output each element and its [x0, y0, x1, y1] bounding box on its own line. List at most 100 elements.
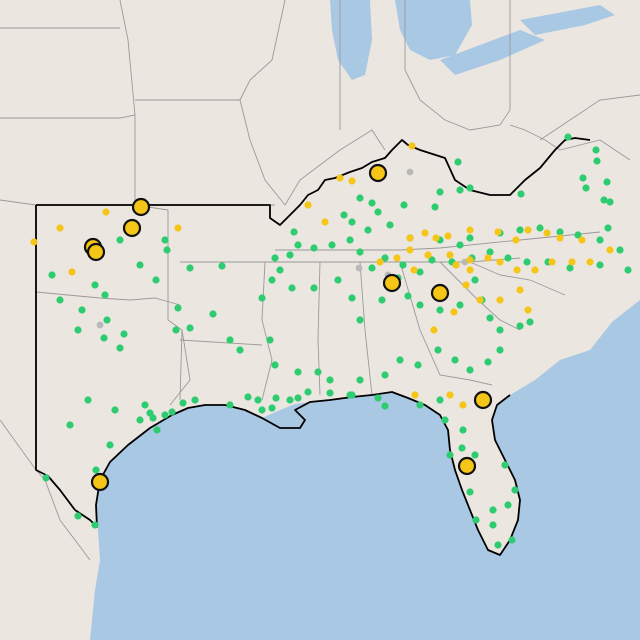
yellow-marker[interactable] — [496, 296, 504, 304]
green-marker[interactable] — [579, 174, 587, 182]
green-marker[interactable] — [364, 226, 372, 234]
green-marker[interactable] — [456, 186, 464, 194]
green-marker[interactable] — [356, 316, 364, 324]
green-marker[interactable] — [504, 501, 512, 509]
yellow-marker[interactable] — [446, 251, 454, 259]
green-marker[interactable] — [236, 346, 244, 354]
yellow-large-marker[interactable] — [430, 283, 450, 303]
green-marker[interactable] — [504, 254, 512, 262]
yellow-marker[interactable] — [424, 251, 432, 259]
green-marker[interactable] — [218, 262, 226, 270]
green-marker[interactable] — [334, 276, 342, 284]
yellow-large-marker[interactable] — [86, 242, 106, 262]
yellow-marker[interactable] — [466, 226, 474, 234]
green-marker[interactable] — [484, 358, 492, 366]
green-marker[interactable] — [254, 396, 262, 404]
green-marker[interactable] — [103, 316, 111, 324]
green-marker[interactable] — [271, 361, 279, 369]
yellow-marker[interactable] — [466, 256, 474, 264]
green-marker[interactable] — [616, 246, 624, 254]
yellow-marker[interactable] — [56, 224, 64, 232]
green-marker[interactable] — [116, 344, 124, 352]
green-marker[interactable] — [456, 241, 464, 249]
green-marker[interactable] — [466, 184, 474, 192]
yellow-marker[interactable] — [516, 286, 524, 294]
green-marker[interactable] — [600, 196, 608, 204]
yellow-marker[interactable] — [450, 308, 458, 316]
green-marker[interactable] — [516, 322, 524, 330]
yellow-marker[interactable] — [174, 224, 182, 232]
green-marker[interactable] — [526, 318, 534, 326]
green-marker[interactable] — [436, 396, 444, 404]
green-marker[interactable] — [399, 261, 407, 269]
yellow-marker[interactable] — [432, 234, 440, 242]
green-marker[interactable] — [368, 199, 376, 207]
green-marker[interactable] — [294, 394, 302, 402]
green-marker[interactable] — [209, 310, 217, 318]
green-marker[interactable] — [356, 376, 364, 384]
green-marker[interactable] — [356, 248, 364, 256]
green-marker[interactable] — [266, 336, 274, 344]
green-marker[interactable] — [276, 266, 284, 274]
yellow-marker[interactable] — [410, 266, 418, 274]
green-marker[interactable] — [471, 276, 479, 284]
green-marker[interactable] — [436, 306, 444, 314]
green-marker[interactable] — [149, 414, 157, 422]
green-marker[interactable] — [416, 268, 424, 276]
green-marker[interactable] — [91, 521, 99, 529]
green-marker[interactable] — [564, 133, 572, 141]
green-marker[interactable] — [91, 281, 99, 289]
yellow-marker[interactable] — [524, 226, 532, 234]
green-marker[interactable] — [174, 304, 182, 312]
green-marker[interactable] — [141, 401, 149, 409]
green-marker[interactable] — [466, 488, 474, 496]
green-marker[interactable] — [378, 296, 386, 304]
green-marker[interactable] — [92, 466, 100, 474]
green-marker[interactable] — [186, 264, 194, 272]
green-marker[interactable] — [356, 194, 364, 202]
green-marker[interactable] — [101, 291, 109, 299]
yellow-marker[interactable] — [406, 234, 414, 242]
green-marker[interactable] — [226, 401, 234, 409]
yellow-marker[interactable] — [496, 258, 504, 266]
yellow-marker[interactable] — [462, 281, 470, 289]
yellow-marker[interactable] — [556, 234, 564, 242]
green-marker[interactable] — [396, 356, 404, 364]
green-marker[interactable] — [486, 248, 494, 256]
green-marker[interactable] — [454, 158, 462, 166]
yellow-marker[interactable] — [459, 401, 467, 409]
green-marker[interactable] — [582, 184, 590, 192]
yellow-large-marker[interactable] — [457, 456, 477, 476]
green-marker[interactable] — [74, 512, 82, 520]
yellow-marker[interactable] — [512, 236, 520, 244]
gray-marker[interactable] — [355, 264, 363, 272]
yellow-large-marker[interactable] — [122, 218, 142, 238]
yellow-marker[interactable] — [421, 229, 429, 237]
yellow-marker[interactable] — [102, 208, 110, 216]
green-marker[interactable] — [191, 396, 199, 404]
yellow-marker[interactable] — [494, 228, 502, 236]
green-marker[interactable] — [326, 389, 334, 397]
green-marker[interactable] — [596, 236, 604, 244]
yellow-marker[interactable] — [476, 296, 484, 304]
green-marker[interactable] — [593, 157, 601, 165]
green-marker[interactable] — [386, 221, 394, 229]
yellow-marker[interactable] — [452, 261, 460, 269]
green-marker[interactable] — [66, 421, 74, 429]
yellow-marker[interactable] — [68, 268, 76, 276]
green-marker[interactable] — [163, 246, 171, 254]
green-marker[interactable] — [428, 256, 436, 264]
yellow-marker[interactable] — [393, 254, 401, 262]
green-marker[interactable] — [161, 411, 169, 419]
yellow-large-marker[interactable] — [131, 197, 151, 217]
green-marker[interactable] — [116, 236, 124, 244]
yellow-marker[interactable] — [568, 258, 576, 266]
green-marker[interactable] — [603, 178, 611, 186]
yellow-marker[interactable] — [30, 238, 38, 246]
yellow-marker[interactable] — [586, 258, 594, 266]
yellow-marker[interactable] — [513, 266, 521, 274]
green-marker[interactable] — [494, 541, 502, 549]
green-marker[interactable] — [179, 399, 187, 407]
green-marker[interactable] — [523, 258, 531, 266]
